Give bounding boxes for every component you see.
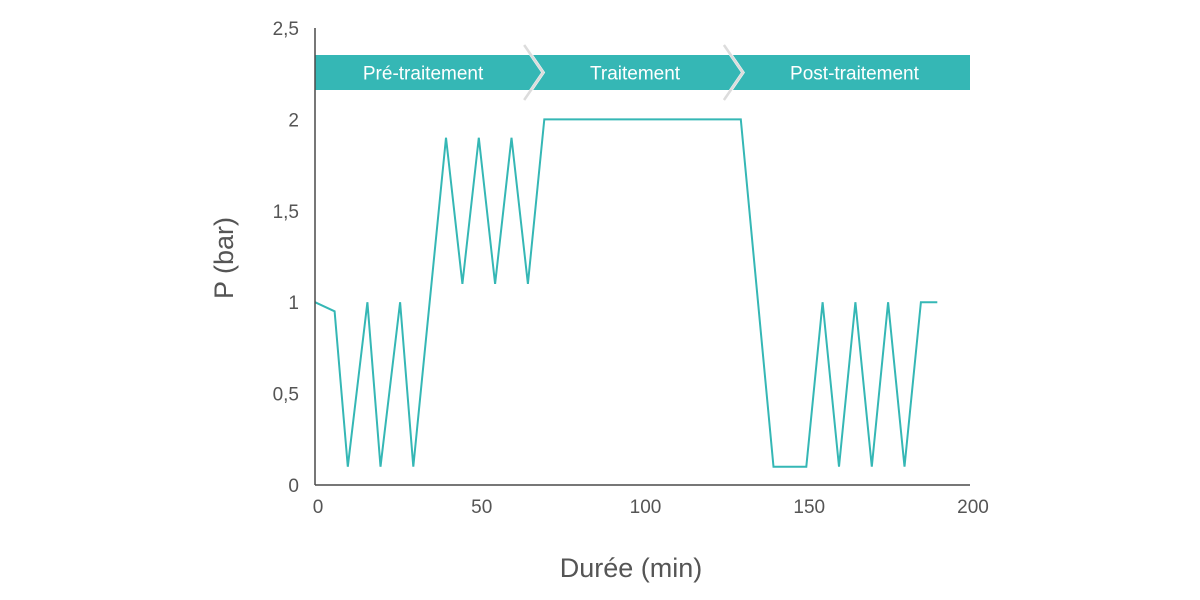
y-tick-label: 2 [288,110,299,131]
y-tick-label: 2,5 [273,19,299,40]
phase-label: Pré-traitement [363,64,484,85]
phase-segment [533,55,741,90]
x-tick-label: 200 [957,497,989,518]
y-tick-label: 0,5 [273,385,299,406]
phase-separator-chevron [523,44,545,101]
phase-label: Post-traitement [790,64,920,85]
phase-band: Pré-traitement Traitement Post-traitement [315,44,970,101]
x-tick-label: 50 [471,497,492,518]
pressure-line [314,118,938,468]
x-axis-title: Durée (min) [560,553,703,583]
y-tick-label: 1 [288,293,299,314]
phase-label: Traitement [590,64,681,85]
series-layer [314,118,938,468]
y-tick-label: 0 [288,476,299,497]
y-axis-title: P (bar) [209,217,239,299]
phase-segment [732,55,970,90]
phase-separator-chevron [722,44,745,101]
x-tick-label: 0 [313,497,324,518]
x-tick-labels: 0 50 100 150 200 [313,497,989,518]
y-tick-labels: 0 0,5 1 1,5 2 2,5 [273,19,299,497]
x-tick-label: 150 [793,497,825,518]
x-tick-label: 100 [630,497,662,518]
y-tick-label: 1,5 [273,202,299,223]
phase-segment [315,55,542,90]
